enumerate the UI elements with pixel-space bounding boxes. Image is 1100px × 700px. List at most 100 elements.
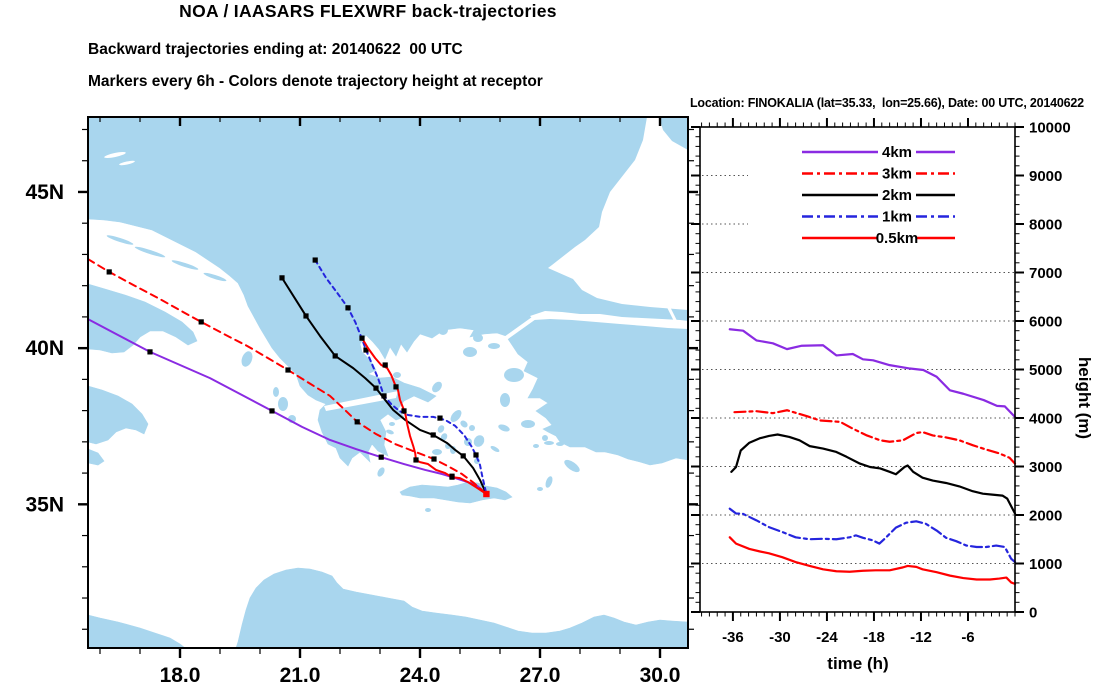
island [432,381,442,393]
height-tick-label: 9000 [1029,168,1062,185]
legend-label: 4km [882,144,912,161]
island [278,397,288,411]
legend-item-0.5km: 0.5km [802,230,955,247]
island [171,260,199,270]
location-header: Location: FINOKALIA (lat=35.33, lon=25.6… [690,96,1084,110]
legend-label: 3km [882,166,912,183]
height-series-3km [733,409,1017,465]
sea-corinth-gulf [324,391,398,411]
time-tick-label: -12 [910,629,932,646]
height-series-1km [728,507,1017,564]
island [473,435,485,447]
island [437,425,445,433]
lat-tick-label: 35N [25,493,64,516]
height-tick-label: 10000 [1029,120,1071,137]
height-tick-label: 3000 [1029,459,1062,476]
six-hour-marker [378,454,384,460]
island [564,459,580,473]
landmass-italy-heel [88,283,198,354]
height-tick-label: 0 [1029,605,1037,622]
six-hour-marker [312,257,318,263]
time-tick-label: -30 [769,629,791,646]
height-panel: -36 -30 -24 -18 -12 -6 0 1000 2000 3000 4000 5000 60… [691,118,1071,646]
island [106,235,134,245]
height-tick-label: 5000 [1029,362,1062,379]
height-tick-label: 6000 [1029,314,1062,331]
legend-item-4km: 4km [802,144,955,161]
island [389,422,395,426]
island [490,445,500,453]
height-series-4km [728,328,1017,419]
height-tick-label: 8000 [1029,217,1062,234]
island [440,433,448,441]
island [463,347,477,357]
legend-item-1km: 1km [802,209,955,226]
island [432,449,442,455]
height-series-0.5km [728,536,1017,585]
legend-item-2km: 2km [802,187,955,204]
legend-label: 2km [882,187,912,204]
island [134,246,166,258]
six-hour-marker [393,384,399,390]
sea-black-sea [548,117,688,310]
subtitle-ending: Backward trajectories ending at: 2014062… [88,41,463,58]
map-trajectory-1km [312,257,488,496]
six-hour-marker [354,419,360,425]
island [521,420,535,428]
lon-tick-label: 30.0 [640,664,681,687]
six-hour-marker [285,367,291,373]
map-trajectory-3km [88,258,488,496]
island [537,487,543,491]
landmass-africa-east [235,567,688,648]
legend-background [748,138,1014,250]
island [273,387,279,397]
height-tick-label: 7000 [1029,265,1062,282]
strait-bosphorus [666,305,678,323]
receptor-marker-finokalia [483,490,490,498]
landmass-africa-west [88,614,186,648]
six-hour-marker [382,362,388,368]
map-trajectory-0.5km [359,335,488,496]
legend-label: 1km [882,209,912,226]
lon-tick-label: 24.0 [400,664,441,687]
island [425,508,431,512]
time-tick-label: -36 [722,629,744,646]
six-hour-marker [363,347,369,353]
six-hour-marker [473,452,479,458]
sea-marmara [530,311,688,329]
island [556,442,564,446]
six-hour-marker [449,474,455,480]
subtitle-markers: Markers every 6h - Colors denote traject… [88,73,543,90]
lat-tick-label: 40N [25,337,64,360]
time-axis-label: time (h) [827,654,889,673]
map-trajectory-2km [279,275,488,496]
six-hour-marker [460,453,466,459]
island [377,467,385,477]
six-hour-marker [303,313,309,319]
six-hour-marker [413,457,419,463]
map-panel [88,117,688,648]
island [504,368,524,382]
island [438,325,448,335]
island [473,334,483,342]
landmass-calabria [88,385,149,445]
six-hour-marker [430,432,436,438]
six-hour-marker [147,349,153,355]
time-tick-label: -18 [863,629,885,646]
island [533,444,539,448]
island [203,272,227,282]
six-hour-marker [437,415,443,421]
six-hour-marker [332,353,338,359]
island [450,410,462,422]
lon-tick-label: 21.0 [280,664,321,687]
island [393,372,401,378]
island [545,476,553,488]
island [544,441,554,445]
legend-item-3km: 3km [802,166,955,183]
six-hour-marker [279,275,285,281]
six-hour-marker [381,393,387,399]
height-tick-label: 1000 [1029,556,1062,573]
six-hour-marker [345,305,351,311]
